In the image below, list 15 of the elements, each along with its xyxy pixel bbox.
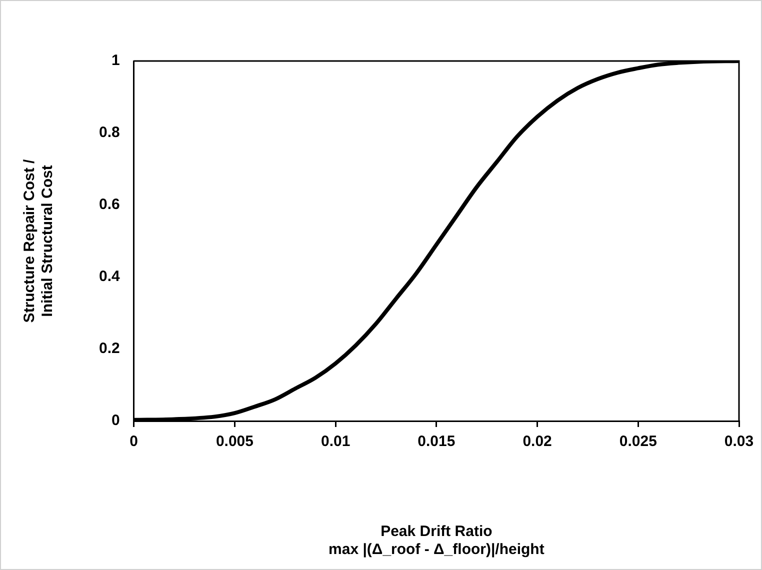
y-tick-label: 0 [112,412,120,430]
y-tick-label: 0.6 [98,196,120,214]
x-tick-label: 0.01 [320,433,350,450]
x-tick-label: 0.02 [522,433,552,450]
x-tick-label: 0.005 [216,433,254,450]
y-tick-label: 0.2 [98,340,120,358]
y-tick-label: 1 [112,52,120,70]
y-tick-label: 0.8 [98,124,120,142]
x-tick-label: 0.03 [724,433,754,450]
y-tick-label: 0.4 [98,268,120,286]
x-tick-label: 0.025 [619,433,657,450]
x-tick-label: 0.015 [418,433,456,450]
y-axis-title: Structure Repair Cost / Initial Structural Cost [21,158,56,323]
x-tick-label: 0 [130,433,138,450]
x-axis-title: Peak Drift Ratio max |(Δ_roof - Δ_floor)|/height [328,523,544,558]
